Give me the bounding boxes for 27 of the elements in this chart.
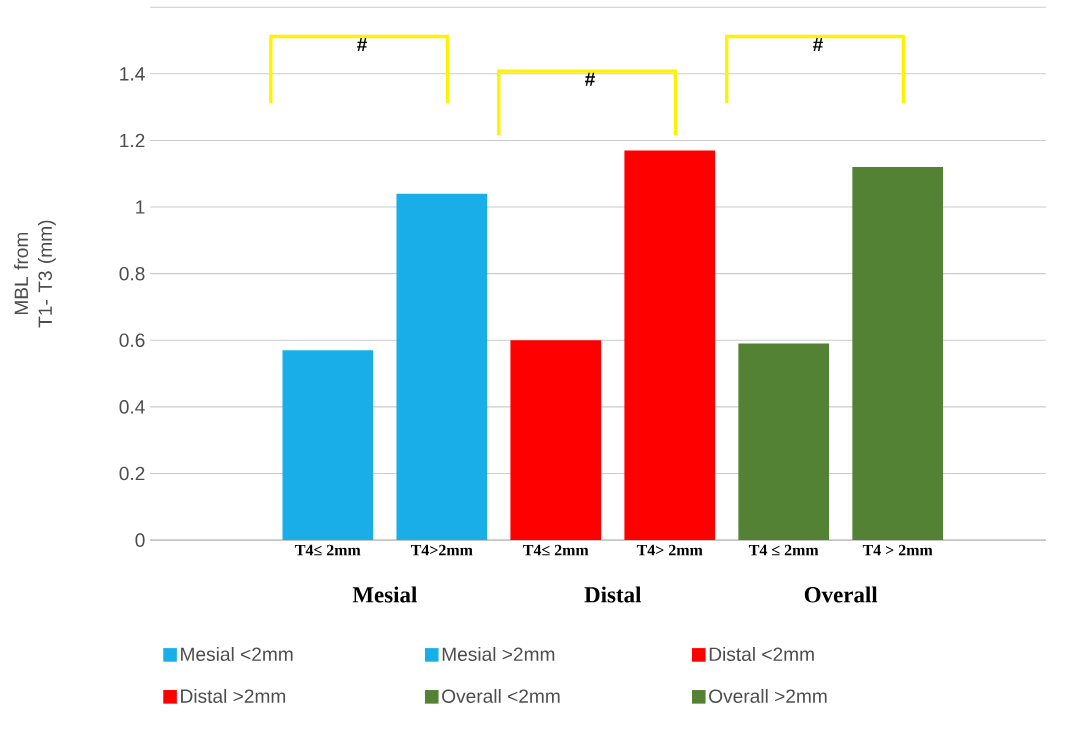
y-tick-label: 0.6 <box>119 333 145 347</box>
annotation: # <box>812 38 823 52</box>
x-tick-label: T4≤ 2mm <box>523 544 589 556</box>
text: Distal <box>584 586 642 603</box>
x-tick-label: T4> 2mm <box>636 544 703 556</box>
text: Mesial <box>352 586 417 603</box>
annotation: # <box>357 38 368 52</box>
legend-label: Distal <2mm <box>709 646 814 661</box>
y-axis-title: MBL from T1- T3 (mm) <box>14 220 56 328</box>
x-tick-label: T4≤ 2mm <box>295 544 361 556</box>
annotation: # <box>584 72 595 86</box>
legend-label: Overall <2mm <box>442 688 560 703</box>
legend-label: Overall >2mm <box>709 688 827 703</box>
y-tick-label: 0.8 <box>119 266 145 281</box>
x-tick-label: T4 > 2mm <box>862 544 933 556</box>
text: Overall <box>804 586 878 603</box>
y-tick-label: 1.4 <box>120 67 145 81</box>
y-tick-label: 0.2 <box>119 466 145 481</box>
x-tick-label: T4 ≤ 2mm <box>749 544 819 556</box>
y-tick-label: 0.4 <box>119 400 145 414</box>
legend-label: Distal >2mm <box>181 688 286 703</box>
y-tick-label: 0 <box>135 533 145 547</box>
y-tick-label: 1 <box>136 200 145 214</box>
legend-label: Mesial >2mm <box>442 646 555 661</box>
x-tick-label: T4>2mm <box>410 544 473 556</box>
y-tick-label: 1.2 <box>120 133 145 148</box>
legend-label: Mesial <2mm <box>181 646 293 661</box>
